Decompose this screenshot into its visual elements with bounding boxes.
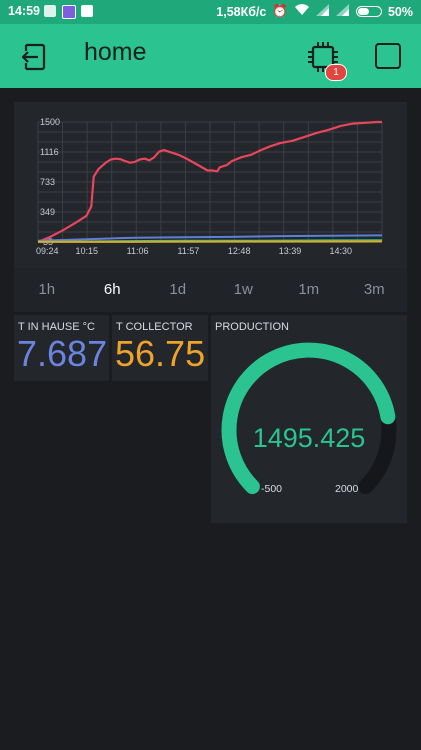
series-line-1 <box>37 234 383 242</box>
t-collector-label: T COLLECTOR <box>116 321 193 333</box>
x-tick-label: 11:06 <box>127 246 149 256</box>
square-button[interactable] <box>375 43 401 69</box>
time-range-tabs: 1h 6h 1d 1w 1m 3m <box>14 268 407 312</box>
y-tick-label: 1116 <box>40 147 59 157</box>
signal-icon-2 <box>335 4 350 19</box>
viber-icon <box>62 5 76 19</box>
y-tick-label: 733 <box>40 177 55 187</box>
gauge-max-label: 2000 <box>335 483 359 495</box>
status-bar: 14:59 1,58Кб/с ⏰ 50% <box>0 0 421 24</box>
tab-1h[interactable]: 1h <box>38 281 56 298</box>
production-gauge-widget[interactable]: PRODUCTION 1495.425 -500 2000 <box>211 315 407 523</box>
app-header: home 1 <box>0 24 421 88</box>
x-tick-label: 14:30 <box>330 246 353 256</box>
t-in-house-label: T IN HAUSE °C <box>18 321 95 333</box>
gauge-min-label: -500 <box>261 483 283 495</box>
gmail-icon <box>81 5 93 17</box>
tab-3m[interactable]: 3m <box>363 281 385 298</box>
page-title: home <box>84 38 147 66</box>
exit-icon <box>21 43 46 71</box>
exit-button[interactable] <box>18 42 48 72</box>
x-tick-label: 11:57 <box>177 246 199 256</box>
t-collector-value: 56.75 <box>115 333 206 374</box>
net-speed: 1,58Кб/с <box>216 4 267 19</box>
production-label: PRODUCTION <box>215 321 289 333</box>
battery-icon <box>355 6 382 17</box>
t-collector-widget[interactable]: T COLLECTOR 56.75 <box>112 315 208 381</box>
shield-icon <box>44 5 56 17</box>
t-in-house-widget[interactable]: T IN HAUSE °C 7.687 <box>14 315 109 381</box>
tab-1w[interactable]: 1w <box>233 281 253 298</box>
notification-badge: 1 <box>325 64 347 81</box>
wifi-icon <box>294 4 310 19</box>
tab-6h[interactable]: 6h <box>103 281 121 298</box>
alarm-icon: ⏰ <box>272 4 288 18</box>
signal-icon <box>315 4 330 19</box>
battery-percent: 50% <box>387 4 413 19</box>
status-time: 14:59 <box>8 4 40 18</box>
chip-icon <box>308 42 338 72</box>
x-tick-label: 09:24 <box>36 246 59 256</box>
y-tick-label: 1500 <box>40 117 60 127</box>
production-value: 1495.425 <box>252 423 366 453</box>
tab-1d[interactable]: 1d <box>169 281 187 298</box>
x-tick-label: 13:39 <box>279 246 302 256</box>
x-tick-label: 12:48 <box>228 246 251 256</box>
t-in-house-value: 7.687 <box>17 333 108 374</box>
series-line-0 <box>37 120 382 244</box>
device-button[interactable] <box>306 40 340 74</box>
gauge-arc <box>221 342 397 495</box>
y-tick-label: 349 <box>40 207 55 217</box>
x-tick-label: 10:15 <box>76 246 99 256</box>
tab-1m[interactable]: 1m <box>298 281 320 298</box>
